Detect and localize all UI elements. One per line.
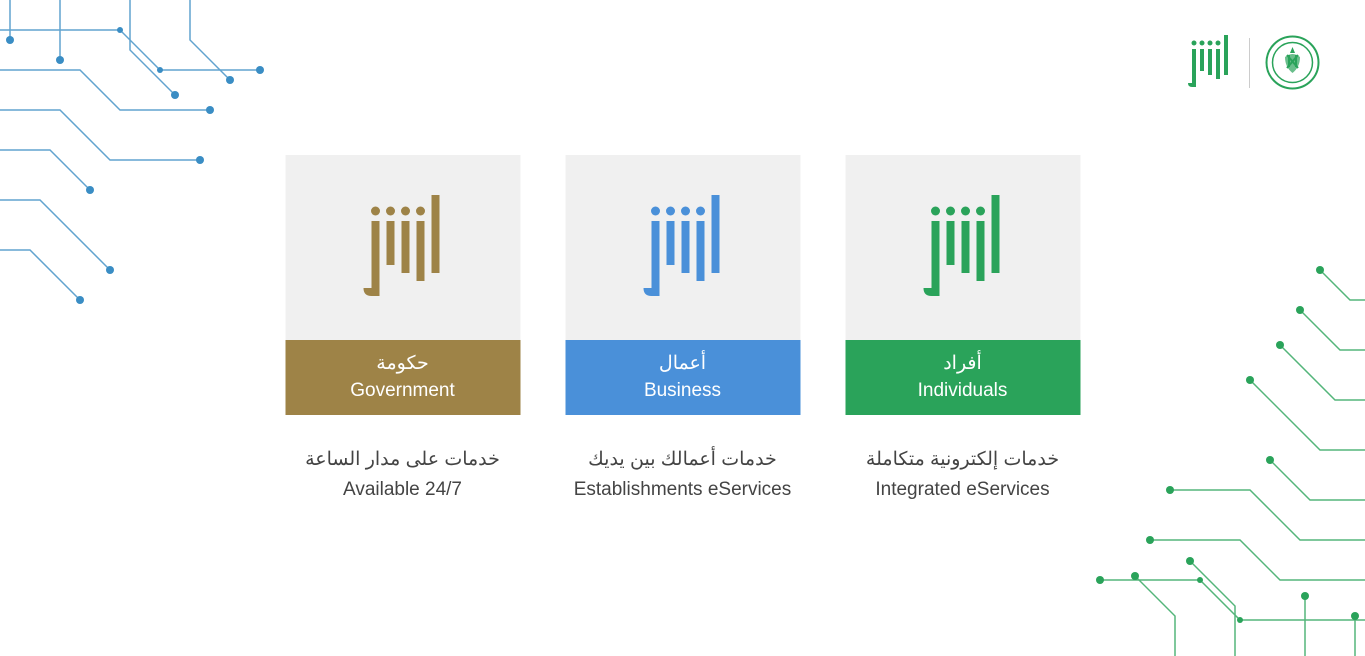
individuals-card-icon-area — [845, 155, 1080, 340]
individuals-desc-ar: خدمات إلكترونية متكاملة — [866, 445, 1059, 475]
government-desc-en: Available 24/7 — [305, 475, 500, 505]
business-card[interactable]: أعمال Business خدمات أعمالك بين يديك Est… — [565, 155, 800, 506]
government-card-icon-area — [285, 155, 520, 340]
individuals-label-ar: أفراد — [943, 351, 982, 378]
government-label-en: Government — [350, 378, 455, 405]
individuals-desc-en: Integrated eServices — [866, 475, 1059, 505]
business-label-ar: أعمال — [659, 351, 706, 378]
business-desc-ar: خدمات أعمالك بين يديك — [574, 445, 792, 475]
business-label-band: أعمال Business — [565, 340, 800, 415]
business-label-en: Business — [644, 378, 721, 405]
government-desc-ar: خدمات على مدار الساعة — [305, 445, 500, 475]
government-desc: خدمات على مدار الساعة Available 24/7 — [305, 445, 500, 506]
absher-business-icon — [635, 193, 730, 303]
individuals-label-en: Individuals — [918, 378, 1008, 405]
government-card[interactable]: حكومة Government خدمات على مدار الساعة A… — [285, 155, 520, 506]
business-desc: خدمات أعمالك بين يديك Establishments eSe… — [574, 445, 792, 506]
business-card-icon-area — [565, 155, 800, 340]
individuals-card[interactable]: أفراد Individuals خدمات إلكترونية متكامل… — [845, 155, 1080, 506]
logo-separator — [1249, 38, 1250, 88]
absher-logo-icon — [1184, 35, 1234, 90]
moi-emblem-icon — [1265, 35, 1320, 90]
government-label-ar: حكومة — [376, 351, 428, 378]
business-desc-en: Establishments eServices — [574, 475, 792, 505]
individuals-label-band: أفراد Individuals — [845, 340, 1080, 415]
absher-government-icon — [355, 193, 450, 303]
individuals-desc: خدمات إلكترونية متكاملة Integrated eServ… — [866, 445, 1059, 506]
absher-individuals-icon — [915, 193, 1010, 303]
government-label-band: حكومة Government — [285, 340, 520, 415]
